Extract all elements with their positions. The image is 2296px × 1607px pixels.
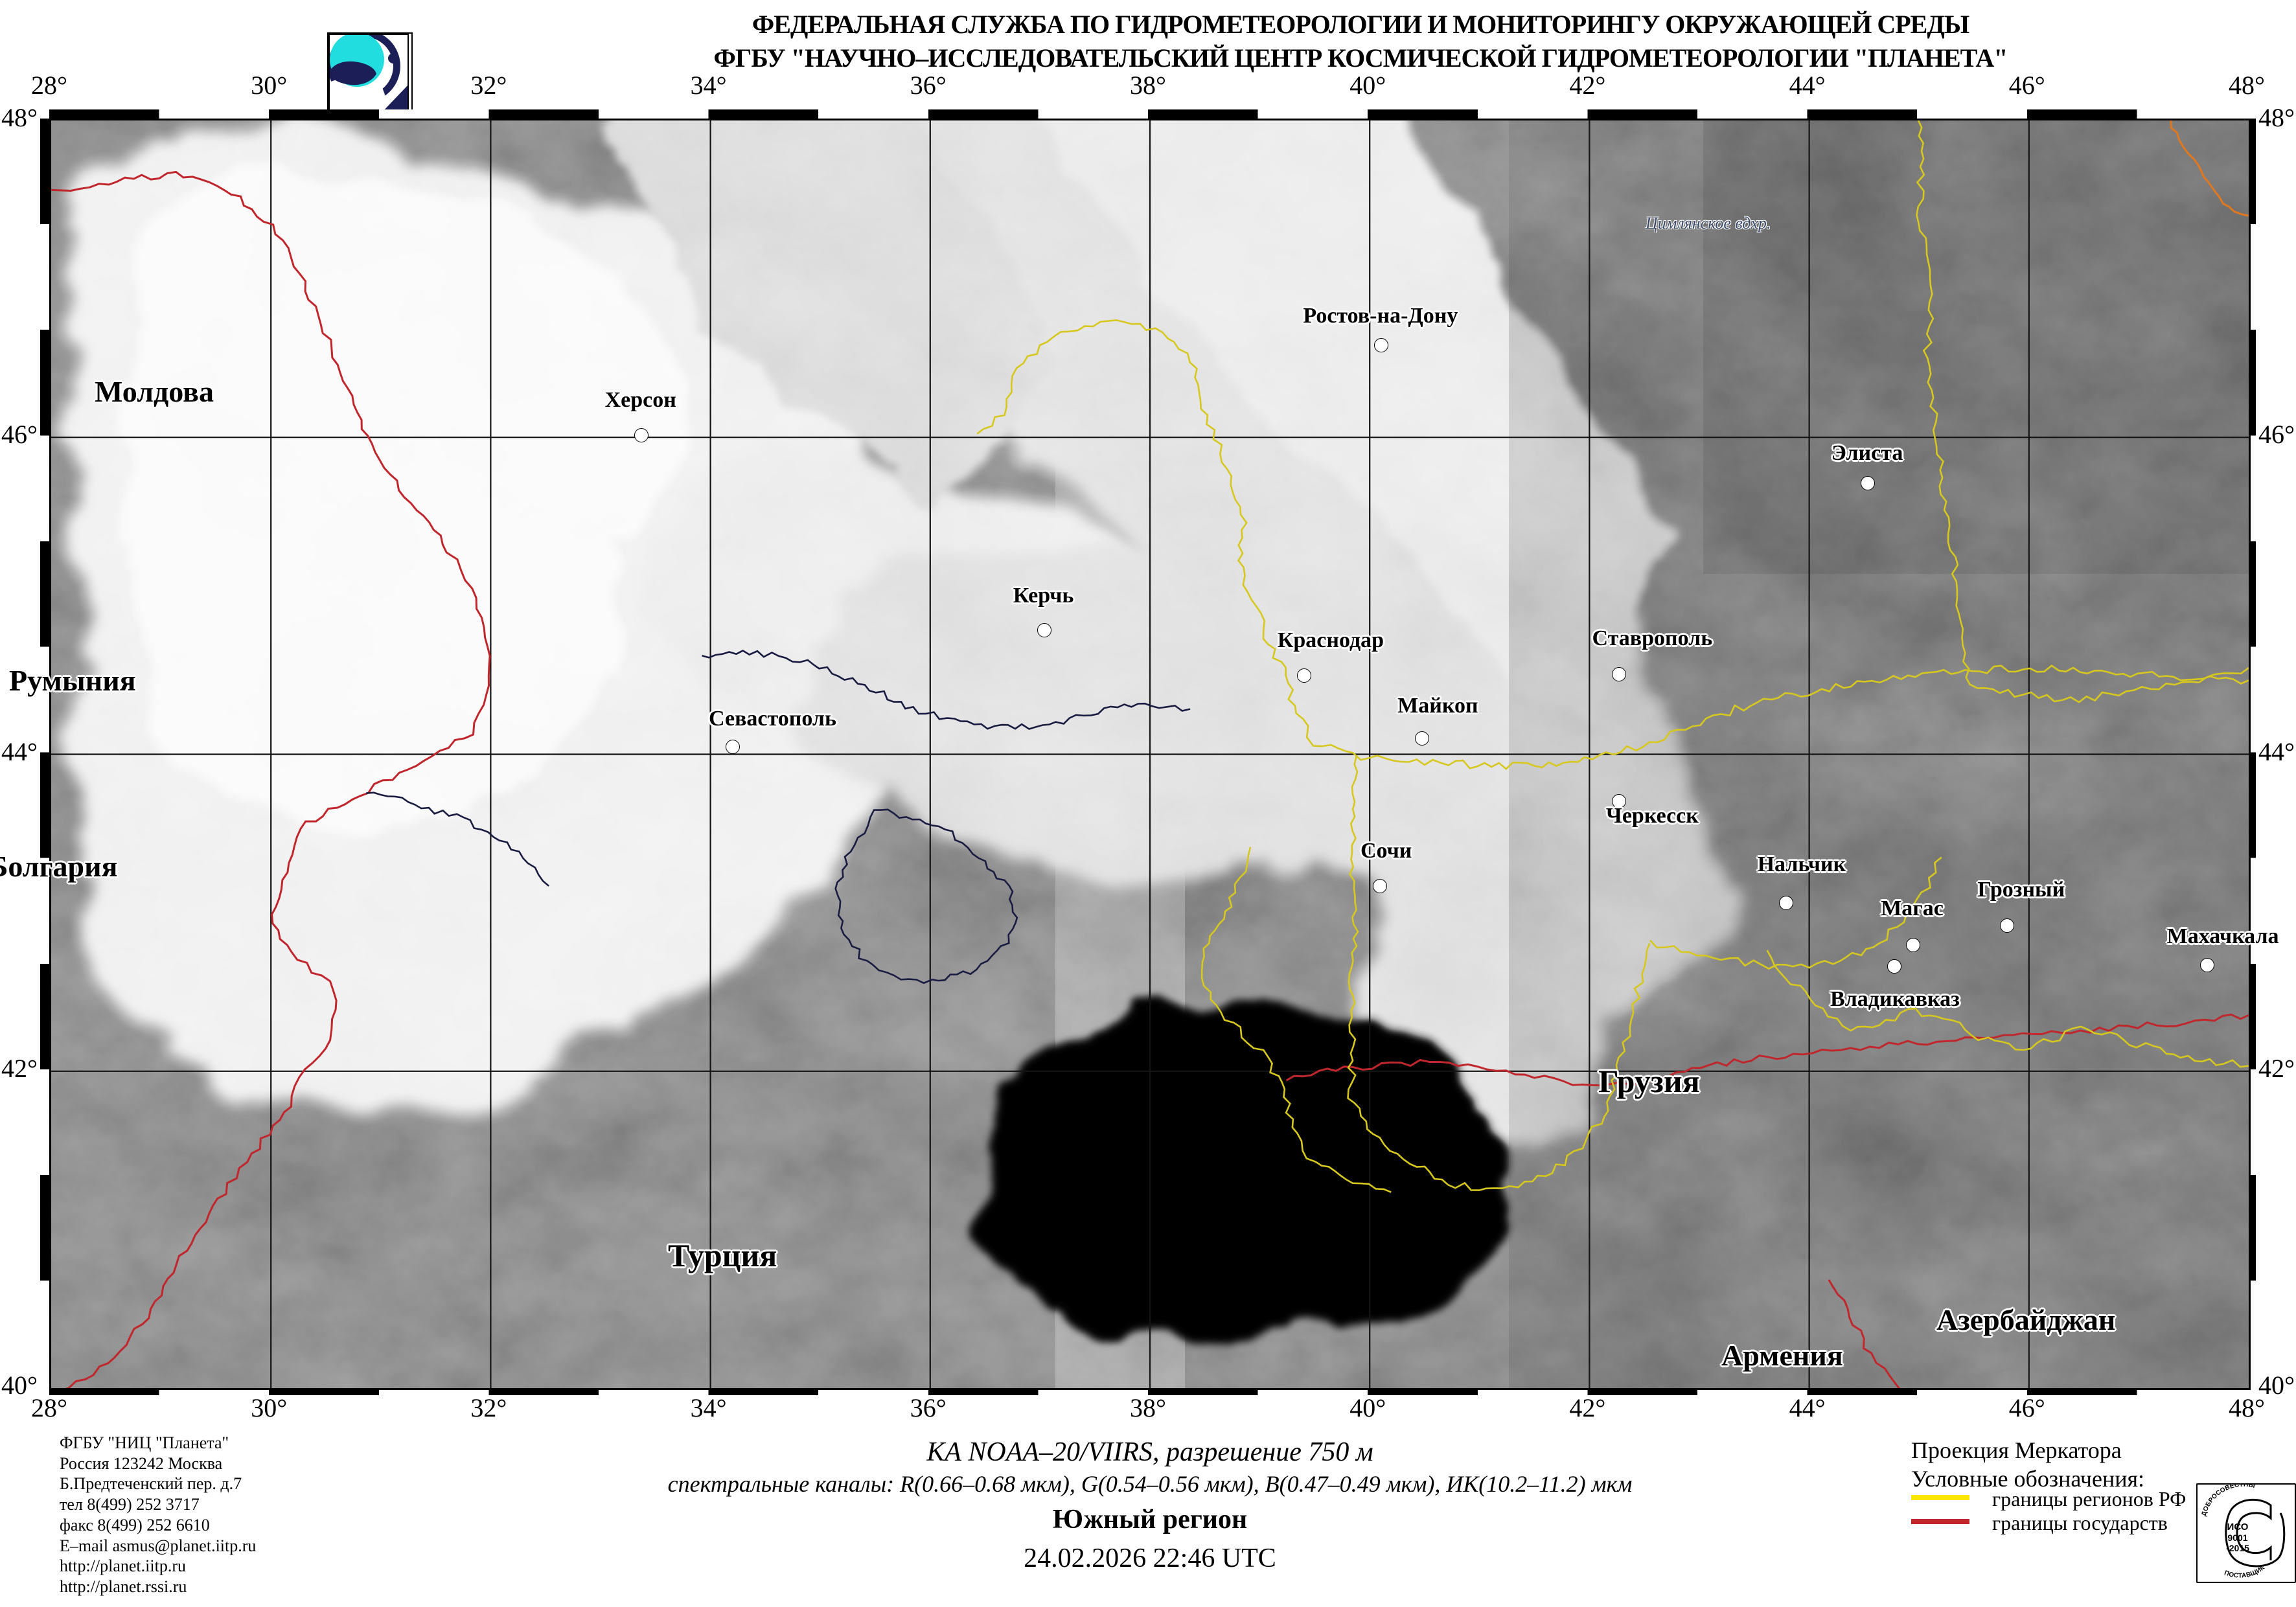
svg-text:-2015: -2015 xyxy=(2226,1543,2249,1553)
svg-text:9001: 9001 xyxy=(2227,1533,2247,1543)
svg-text:ИСО: ИСО xyxy=(2227,1522,2249,1533)
